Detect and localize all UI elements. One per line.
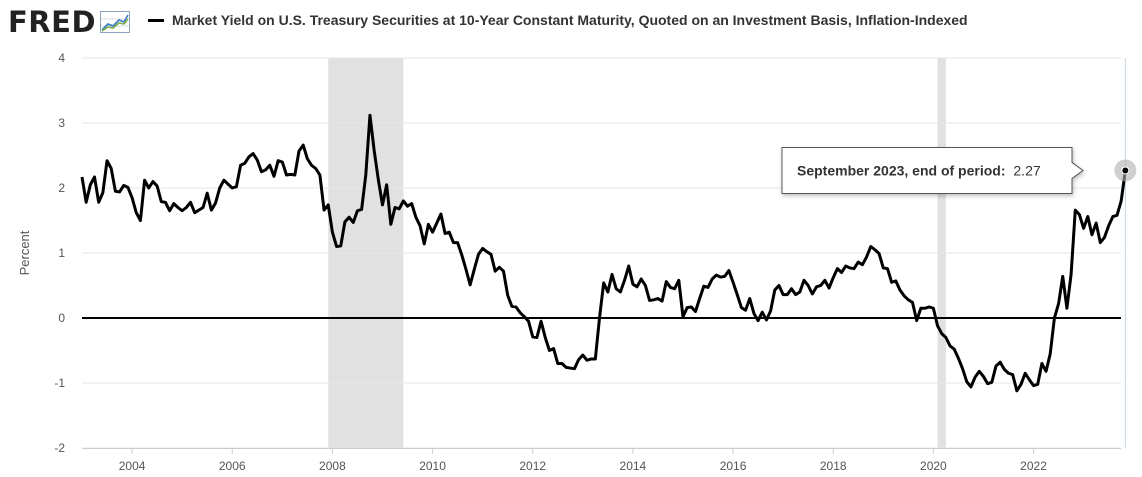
x-tick-label: 2022	[1020, 459, 1047, 473]
y-tick-label: 2	[58, 181, 65, 195]
tooltip-label: September 2023, end of period:	[797, 162, 1006, 178]
y-axis-label: Percent	[17, 230, 32, 275]
tooltip-value: 2.27	[1013, 162, 1040, 178]
series-line[interactable]	[80, 113, 1127, 393]
x-tick-label: 2006	[219, 459, 246, 473]
y-tick-label: 1	[58, 246, 65, 260]
x-tick-label: 2014	[620, 459, 647, 473]
hover-point[interactable]	[1121, 166, 1130, 175]
hover-tooltip: September 2023, end of period: 2.27	[781, 146, 1084, 194]
x-tick-label: 2018	[820, 459, 847, 473]
y-tick-label: -1	[54, 376, 65, 390]
y-tick-label: -2	[54, 441, 65, 455]
gridlines	[82, 57, 1121, 449]
x-tick-label: 2004	[119, 459, 146, 473]
tooltip-box	[781, 146, 1084, 194]
y-tick-label: 0	[58, 311, 65, 325]
tooltip-text: September 2023, end of period: 2.27	[797, 162, 1041, 178]
chart-title: Market Yield on U.S. Treasury Securities…	[172, 12, 968, 28]
series-legend-swatch	[148, 18, 164, 22]
x-tick-label: 2010	[419, 459, 446, 473]
x-tick-label: 2020	[920, 459, 947, 473]
chart-header: FRED Market Yield on U.S. Treasury Secur…	[0, 0, 1142, 46]
y-tick-label: 4	[58, 51, 65, 65]
fred-graph-icon	[100, 11, 131, 33]
chart-title-wrap: Market Yield on U.S. Treasury Securities…	[148, 12, 968, 28]
x-tick-label: 2008	[319, 459, 346, 473]
y-axis-ticks: -2 -1 0 1 2 3 4	[54, 51, 65, 455]
x-tick-label: 2012	[519, 459, 546, 473]
x-tick-label: 2016	[720, 459, 747, 473]
x-axis-ticks: 2004 2006 2008 2010 2012 2014 2016 2018 2020 2022	[119, 448, 1047, 473]
fred-logo[interactable]: FRED	[8, 5, 131, 39]
fred-logo-text: FRED	[8, 5, 97, 39]
y-tick-label: 3	[58, 116, 65, 130]
